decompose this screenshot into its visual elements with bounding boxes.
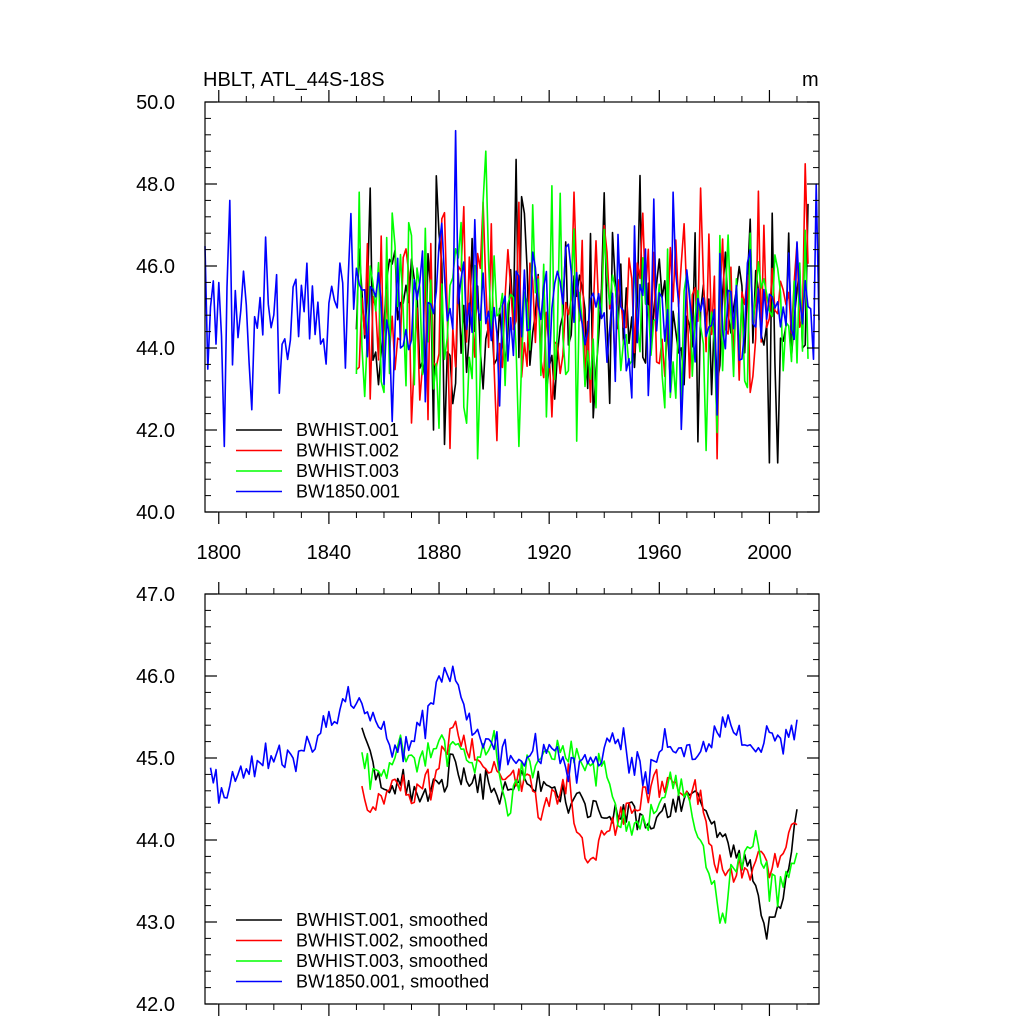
y-tick-label: 44.0 <box>136 830 175 852</box>
series-line-4 <box>204 129 820 448</box>
x-tick-label: 2000 <box>747 542 792 564</box>
y-tick-label: 44.0 <box>136 338 175 360</box>
y-tick-label: 42.0 <box>136 420 175 442</box>
legend-label-2: BWHIST.002, smoothed <box>296 931 488 951</box>
legend-label-4: BW1850.001 <box>296 482 400 502</box>
top-plot-lines <box>204 129 820 464</box>
top-plot-frame <box>204 101 820 513</box>
x-tick-label: 1920 <box>527 542 572 564</box>
y-tick-label: 46.0 <box>136 256 175 278</box>
legend-label-4: BW1850.001, smoothed <box>296 972 489 992</box>
legend-label-1: BWHIST.001 <box>296 420 399 440</box>
units-label: m <box>802 69 819 91</box>
top-axes: 40.0 42.0 44.0 46.0 48.0 50.0 1800 1840 1880 1920… <box>136 90 819 564</box>
bottom-plot-lines <box>209 665 798 940</box>
legend-label-3: BWHIST.003 <box>296 461 399 481</box>
x-tick-label: 1960 <box>637 542 682 564</box>
series-line-2 <box>355 163 809 460</box>
y-tick-label: 45.0 <box>136 748 175 770</box>
y-tick-label: 48.0 <box>136 174 175 196</box>
bottom-axes: 42.0 43.0 44.0 45.0 46.0 47.0 <box>136 582 819 1016</box>
y-tick-label: 40.0 <box>136 502 175 524</box>
y-tick-label: 42.0 <box>136 994 175 1016</box>
y-tick-label: 50.0 <box>136 92 175 114</box>
y-tick-label: 43.0 <box>136 912 175 934</box>
y-tick-label: 46.0 <box>136 666 175 688</box>
legend-label-2: BWHIST.002 <box>296 441 399 461</box>
top-panel: HBLT, ATL_44S-18S m 40.0 42.0 44.0 46.0 48.0… <box>136 69 820 564</box>
legend-label-3: BWHIST.003, smoothed <box>296 951 488 971</box>
series-line-4 <box>209 665 798 804</box>
legend-label-1: BWHIST.001, smoothed <box>296 910 488 930</box>
x-tick-label: 1800 <box>197 542 242 564</box>
chart-title: HBLT, ATL_44S-18S <box>203 69 385 91</box>
x-tick-label: 1840 <box>307 542 352 564</box>
bottom-plot-frame <box>204 593 820 1005</box>
series-line-3 <box>361 729 798 925</box>
x-tick-label: 1880 <box>417 542 462 564</box>
bottom-panel: 42.0 43.0 44.0 45.0 46.0 47.0 BWHIST.001, smo… <box>136 582 820 1016</box>
y-tick-label: 47.0 <box>136 584 175 606</box>
series-line-2 <box>361 720 798 883</box>
